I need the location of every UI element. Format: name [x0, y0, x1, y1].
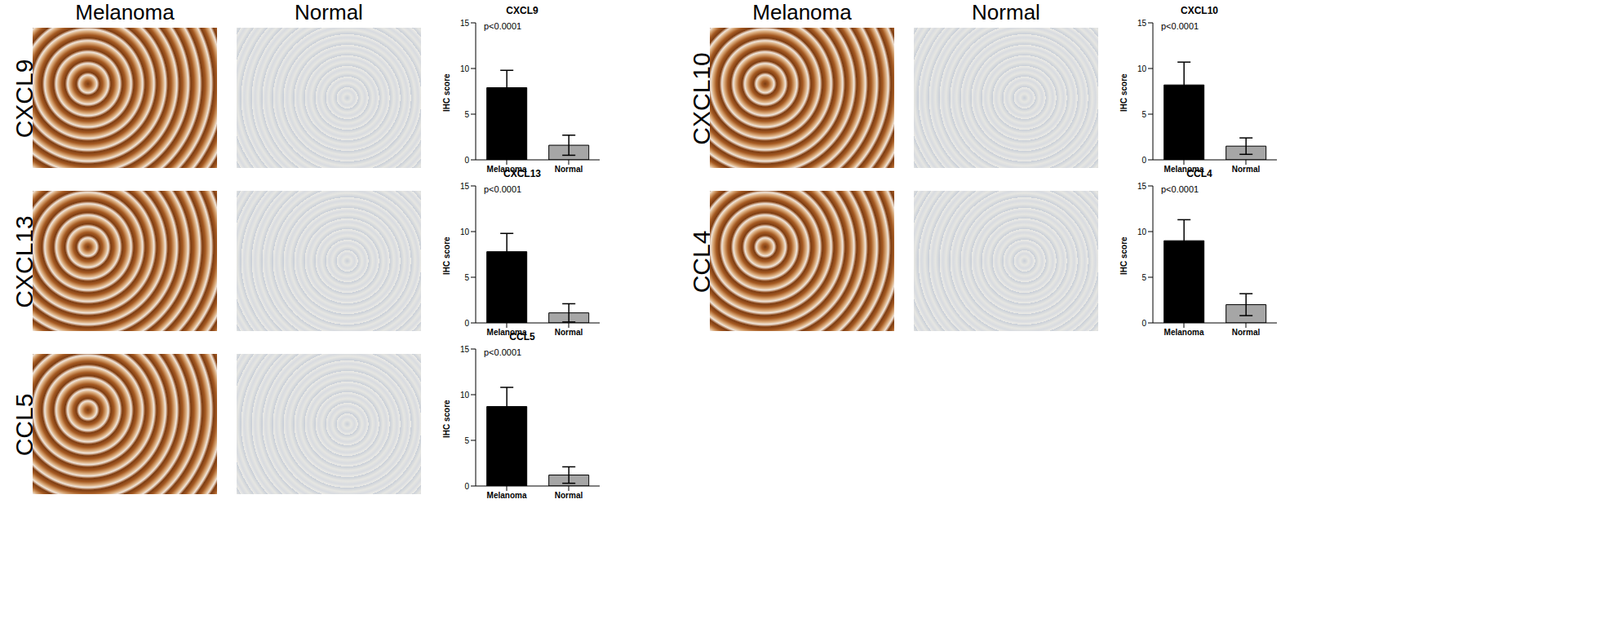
svg-text:10: 10 [460, 390, 470, 400]
svg-text:10: 10 [1137, 64, 1148, 74]
svg-text:IHC score: IHC score [1119, 73, 1129, 112]
svg-text:IHC score: IHC score [442, 399, 452, 439]
svg-text:Melanoma: Melanoma [487, 491, 528, 501]
svg-text:5: 5 [1141, 110, 1147, 120]
svg-text:IHC score: IHC score [442, 73, 452, 112]
svg-text:5: 5 [464, 436, 470, 446]
svg-text:0: 0 [464, 155, 470, 165]
svg-text:Normal: Normal [1232, 164, 1261, 174]
svg-text:10: 10 [1137, 227, 1148, 237]
svg-text:0: 0 [464, 319, 470, 328]
svg-text:Normal: Normal [554, 491, 584, 501]
svg-text:Normal: Normal [554, 164, 584, 174]
svg-text:Normal: Normal [1232, 327, 1261, 337]
svg-text:0: 0 [1141, 319, 1147, 328]
svg-text:5: 5 [1141, 273, 1147, 283]
svg-text:15: 15 [460, 181, 470, 191]
svg-text:IHC score: IHC score [1119, 236, 1129, 275]
svg-text:IHC score: IHC score [442, 236, 452, 275]
svg-text:0: 0 [464, 482, 470, 492]
svg-text:15: 15 [1137, 18, 1148, 28]
svg-text:5: 5 [464, 110, 470, 120]
svg-text:10: 10 [460, 227, 470, 237]
svg-text:15: 15 [1137, 181, 1148, 191]
svg-text:Normal: Normal [554, 327, 584, 337]
svg-text:Melanoma: Melanoma [1164, 327, 1205, 337]
svg-text:0: 0 [1141, 155, 1147, 165]
svg-text:15: 15 [460, 345, 470, 355]
svg-text:5: 5 [464, 273, 470, 283]
svg-text:10: 10 [460, 64, 470, 74]
svg-text:15: 15 [460, 18, 470, 28]
